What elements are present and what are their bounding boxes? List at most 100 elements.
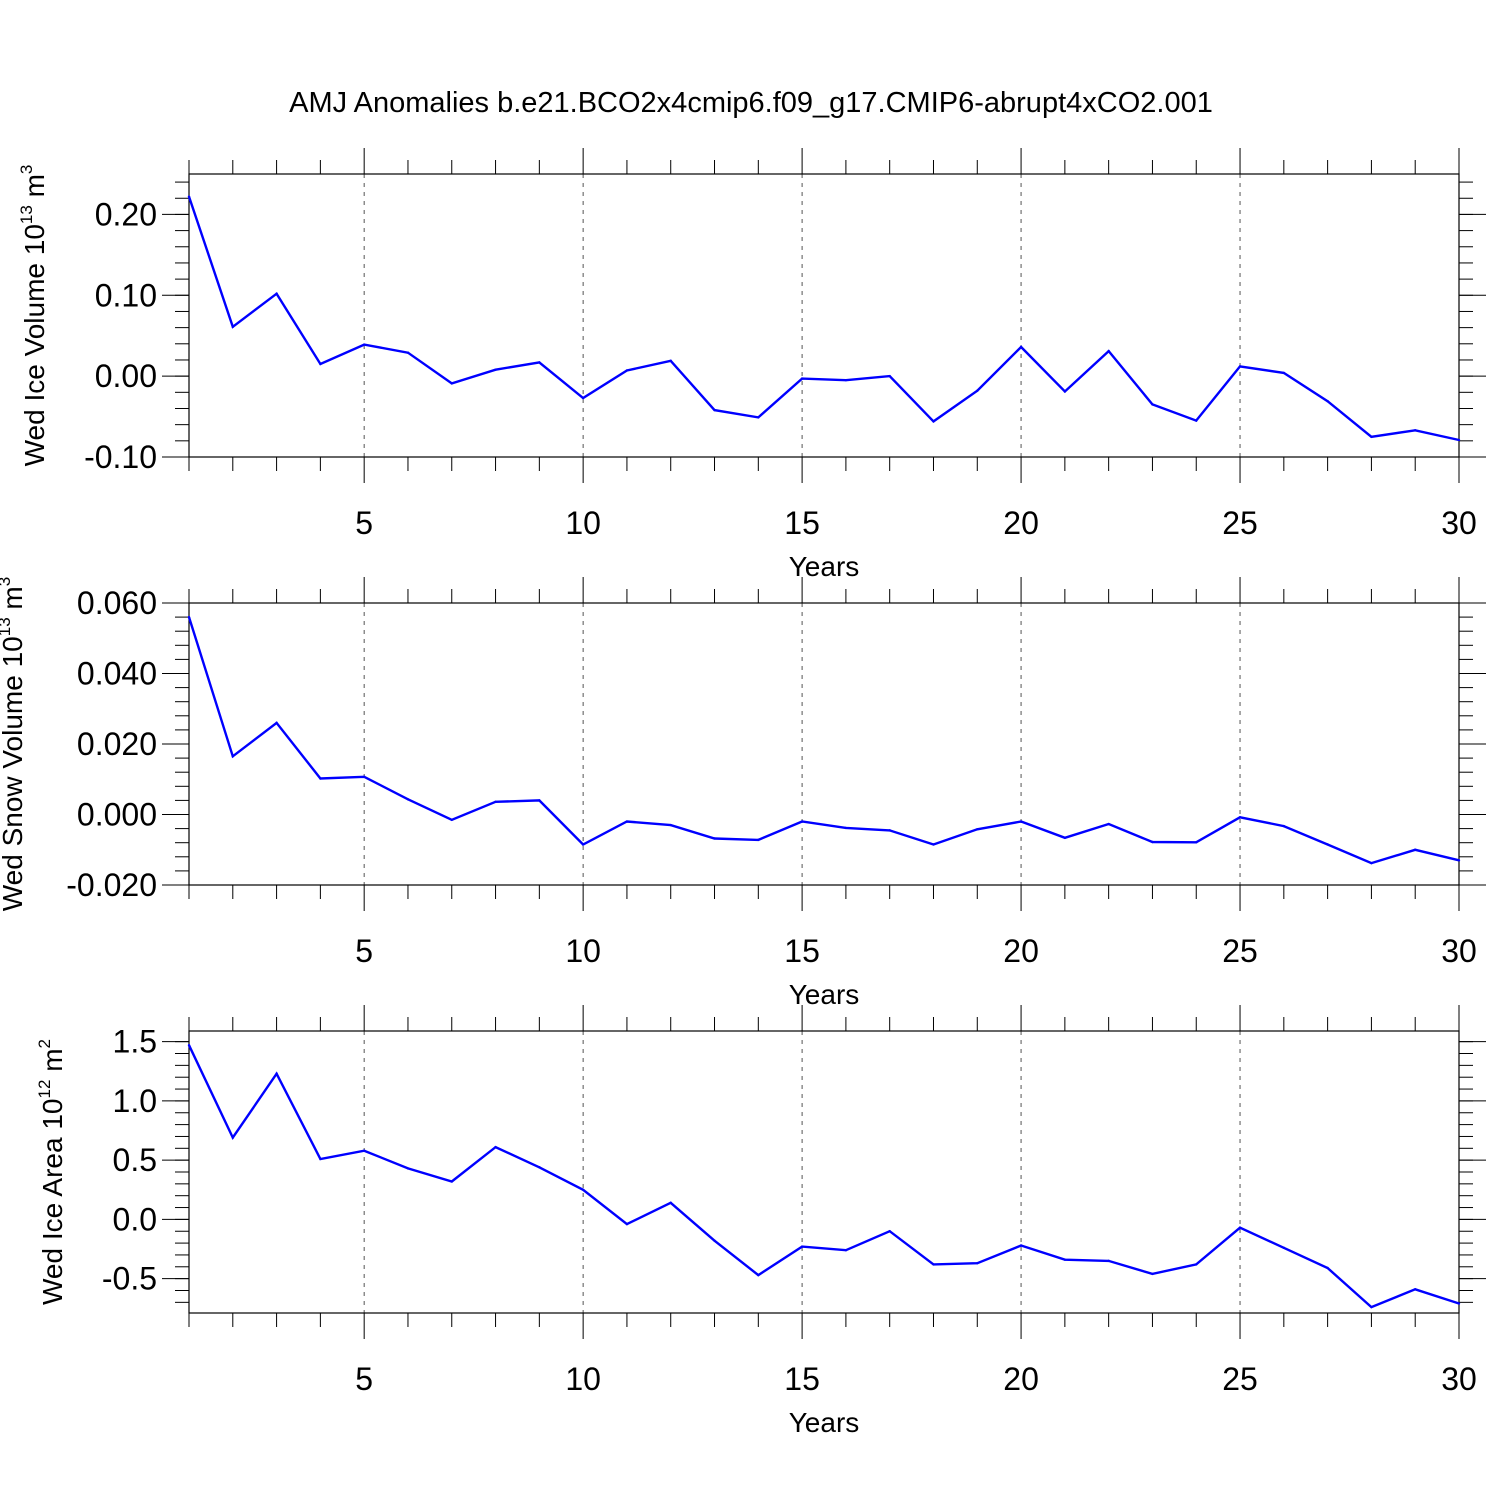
data-point — [1107, 349, 1110, 353]
x-tick-label: 10 — [565, 933, 601, 969]
data-point — [976, 389, 979, 392]
data-point — [1195, 419, 1198, 422]
data-point — [888, 374, 891, 378]
data-point — [1238, 816, 1242, 819]
x-tick-label: 15 — [784, 505, 820, 541]
ice-volume-panel: -0.10 0.00 0.10 0.20 5 10 15 20 25 30 Years Wed Ice… — [17, 148, 1486, 582]
data-point — [844, 826, 848, 830]
x-tick-label: 25 — [1222, 1361, 1258, 1397]
data-point — [494, 800, 497, 804]
data-point — [538, 799, 541, 802]
data-point — [844, 1249, 848, 1252]
data-point — [1370, 435, 1373, 438]
y-tick-label: 1.5 — [113, 1024, 157, 1060]
data-point — [844, 378, 848, 382]
data-point — [1326, 843, 1329, 846]
x-tick-label: 25 — [1222, 933, 1258, 969]
data-point — [976, 1262, 979, 1265]
data-point — [231, 325, 234, 329]
data-point — [1457, 859, 1461, 862]
x-tick-label: 30 — [1441, 1361, 1477, 1397]
plot-frame — [188, 173, 1460, 458]
data-point — [976, 828, 979, 831]
data-point — [275, 292, 278, 295]
data-point — [800, 820, 804, 823]
data-point — [187, 615, 191, 619]
data-point — [187, 195, 191, 198]
data-point — [450, 818, 453, 821]
data-point — [1107, 822, 1110, 826]
x-tick-label: 20 — [1003, 933, 1039, 969]
data-point — [713, 408, 716, 412]
data-point — [1063, 1258, 1067, 1261]
data-point — [888, 1230, 891, 1233]
data-point — [1282, 824, 1286, 828]
y-tick-label: 0.10 — [95, 277, 157, 313]
data-point — [319, 777, 322, 780]
data-point — [888, 829, 891, 832]
data-point — [1370, 861, 1373, 865]
data-point — [1457, 438, 1461, 442]
plot-frame — [188, 602, 1460, 886]
y-tick-label: 0.20 — [95, 196, 157, 232]
data-point — [932, 843, 935, 846]
data-point — [1151, 1272, 1154, 1276]
data-point — [275, 1072, 278, 1075]
y-axis-label: Wed Ice Area 1012 m2 — [35, 1039, 68, 1305]
data-point — [362, 1149, 366, 1152]
x-tick-label: 15 — [784, 933, 820, 969]
series-line — [187, 1044, 1460, 1309]
data-point — [625, 369, 629, 372]
data-point — [669, 823, 672, 827]
y-tick-label: 0.040 — [77, 656, 157, 692]
data-point — [932, 420, 935, 423]
data-point — [800, 377, 804, 380]
x-tick-label: 25 — [1222, 505, 1258, 541]
y-tick-label: -0.020 — [66, 867, 157, 903]
data-point — [669, 1201, 672, 1205]
data-point — [800, 1245, 804, 1248]
data-point — [362, 775, 366, 778]
data-point — [494, 368, 497, 371]
plot-frame — [188, 1030, 1460, 1314]
data-point — [1238, 365, 1242, 368]
data-point — [1151, 840, 1154, 844]
x-tick-label: 5 — [355, 505, 373, 541]
data-point — [757, 416, 760, 419]
data-point — [450, 382, 453, 385]
x-axis-label: Years — [789, 979, 860, 1010]
data-point — [713, 837, 716, 840]
x-tick-label: 10 — [565, 1361, 601, 1397]
data-point — [581, 1188, 585, 1191]
y-tick-label: 1.0 — [113, 1083, 157, 1119]
data-point — [1195, 841, 1198, 844]
data-point — [231, 1136, 234, 1139]
x-tick-label: 20 — [1003, 505, 1039, 541]
data-point — [1238, 1226, 1242, 1229]
data-point — [625, 820, 629, 823]
data-point — [1195, 1263, 1198, 1266]
data-point — [362, 343, 366, 346]
data-point — [1457, 1302, 1461, 1305]
x-tick-label: 15 — [784, 1361, 820, 1397]
data-point — [932, 1263, 935, 1266]
data-point — [1107, 1259, 1110, 1263]
data-point — [275, 721, 278, 725]
data-point — [406, 798, 410, 801]
data-point — [187, 1044, 191, 1047]
series-line — [187, 616, 1460, 865]
data-point — [713, 1239, 716, 1242]
series-line — [187, 196, 1460, 442]
x-tick-label: 5 — [355, 933, 373, 969]
y-tick-label: 0.020 — [77, 726, 157, 762]
data-point — [450, 1180, 453, 1183]
snow-volume-panel: -0.020 0.000 0.020 0.040 0.060 5 10 15 20 25 30 Yea… — [0, 577, 1486, 1010]
data-point — [1019, 1244, 1023, 1247]
data-point — [1370, 1305, 1373, 1309]
data-point — [581, 396, 585, 400]
y-tick-label: 0.00 — [95, 358, 157, 394]
x-tick-label: 5 — [355, 1361, 373, 1397]
data-point — [1019, 345, 1023, 349]
data-point — [406, 1167, 410, 1170]
